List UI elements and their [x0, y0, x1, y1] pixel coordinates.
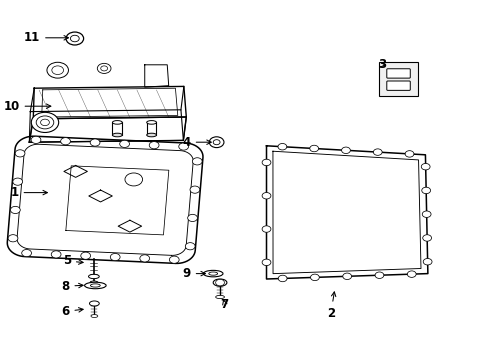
Text: 8: 8: [61, 280, 83, 293]
Circle shape: [404, 150, 413, 157]
Circle shape: [8, 235, 18, 242]
Circle shape: [125, 173, 142, 186]
Circle shape: [31, 136, 41, 144]
Circle shape: [342, 273, 351, 279]
Circle shape: [374, 272, 383, 279]
Ellipse shape: [203, 270, 223, 277]
Ellipse shape: [146, 121, 156, 124]
Circle shape: [422, 211, 430, 217]
Circle shape: [51, 251, 61, 258]
Circle shape: [97, 63, 111, 73]
FancyBboxPatch shape: [386, 81, 409, 90]
Circle shape: [61, 138, 70, 145]
Ellipse shape: [90, 284, 100, 287]
Circle shape: [70, 35, 79, 42]
Circle shape: [21, 249, 31, 257]
Ellipse shape: [88, 274, 99, 279]
Ellipse shape: [89, 301, 99, 306]
Text: 3: 3: [377, 58, 386, 71]
Circle shape: [13, 178, 22, 185]
Circle shape: [179, 143, 188, 150]
Circle shape: [31, 112, 59, 132]
Text: 11: 11: [24, 31, 68, 44]
Circle shape: [277, 143, 286, 150]
Circle shape: [262, 159, 270, 166]
FancyBboxPatch shape: [386, 69, 409, 78]
Ellipse shape: [146, 133, 156, 137]
Circle shape: [407, 271, 415, 277]
Circle shape: [81, 252, 90, 259]
Circle shape: [66, 32, 83, 45]
Ellipse shape: [208, 272, 217, 275]
Circle shape: [192, 158, 202, 165]
Circle shape: [10, 206, 20, 213]
Ellipse shape: [90, 281, 98, 284]
Circle shape: [310, 274, 319, 281]
Ellipse shape: [112, 121, 122, 124]
Text: 7: 7: [220, 298, 228, 311]
Circle shape: [421, 187, 429, 194]
Circle shape: [140, 255, 149, 262]
Circle shape: [422, 235, 430, 241]
Circle shape: [262, 259, 270, 266]
Circle shape: [190, 186, 200, 193]
Ellipse shape: [112, 133, 122, 137]
Circle shape: [169, 256, 179, 263]
Bar: [378, 62, 417, 96]
Ellipse shape: [84, 282, 106, 289]
Circle shape: [209, 137, 224, 148]
Text: 4: 4: [182, 136, 211, 149]
Circle shape: [213, 140, 220, 145]
Circle shape: [41, 119, 49, 126]
Circle shape: [373, 149, 382, 156]
Text: 6: 6: [61, 305, 83, 318]
Circle shape: [101, 66, 107, 71]
Text: 10: 10: [3, 100, 51, 113]
Circle shape: [90, 139, 100, 146]
Text: 1: 1: [10, 186, 47, 199]
Text: 9: 9: [182, 267, 205, 280]
Circle shape: [47, 62, 68, 78]
Ellipse shape: [91, 315, 98, 318]
Circle shape: [185, 243, 195, 250]
Circle shape: [215, 279, 224, 286]
Circle shape: [15, 150, 25, 157]
Circle shape: [262, 193, 270, 199]
Circle shape: [52, 66, 63, 75]
Circle shape: [120, 140, 129, 148]
Circle shape: [423, 258, 431, 265]
Circle shape: [341, 147, 349, 153]
Circle shape: [421, 163, 429, 170]
Ellipse shape: [215, 295, 224, 299]
Circle shape: [278, 275, 286, 282]
Circle shape: [262, 226, 270, 232]
Text: 2: 2: [326, 292, 335, 320]
Circle shape: [309, 145, 318, 152]
Circle shape: [110, 253, 120, 261]
Circle shape: [36, 116, 54, 129]
Text: 5: 5: [62, 255, 83, 267]
Ellipse shape: [213, 279, 226, 286]
Circle shape: [149, 141, 159, 149]
Circle shape: [187, 214, 197, 221]
